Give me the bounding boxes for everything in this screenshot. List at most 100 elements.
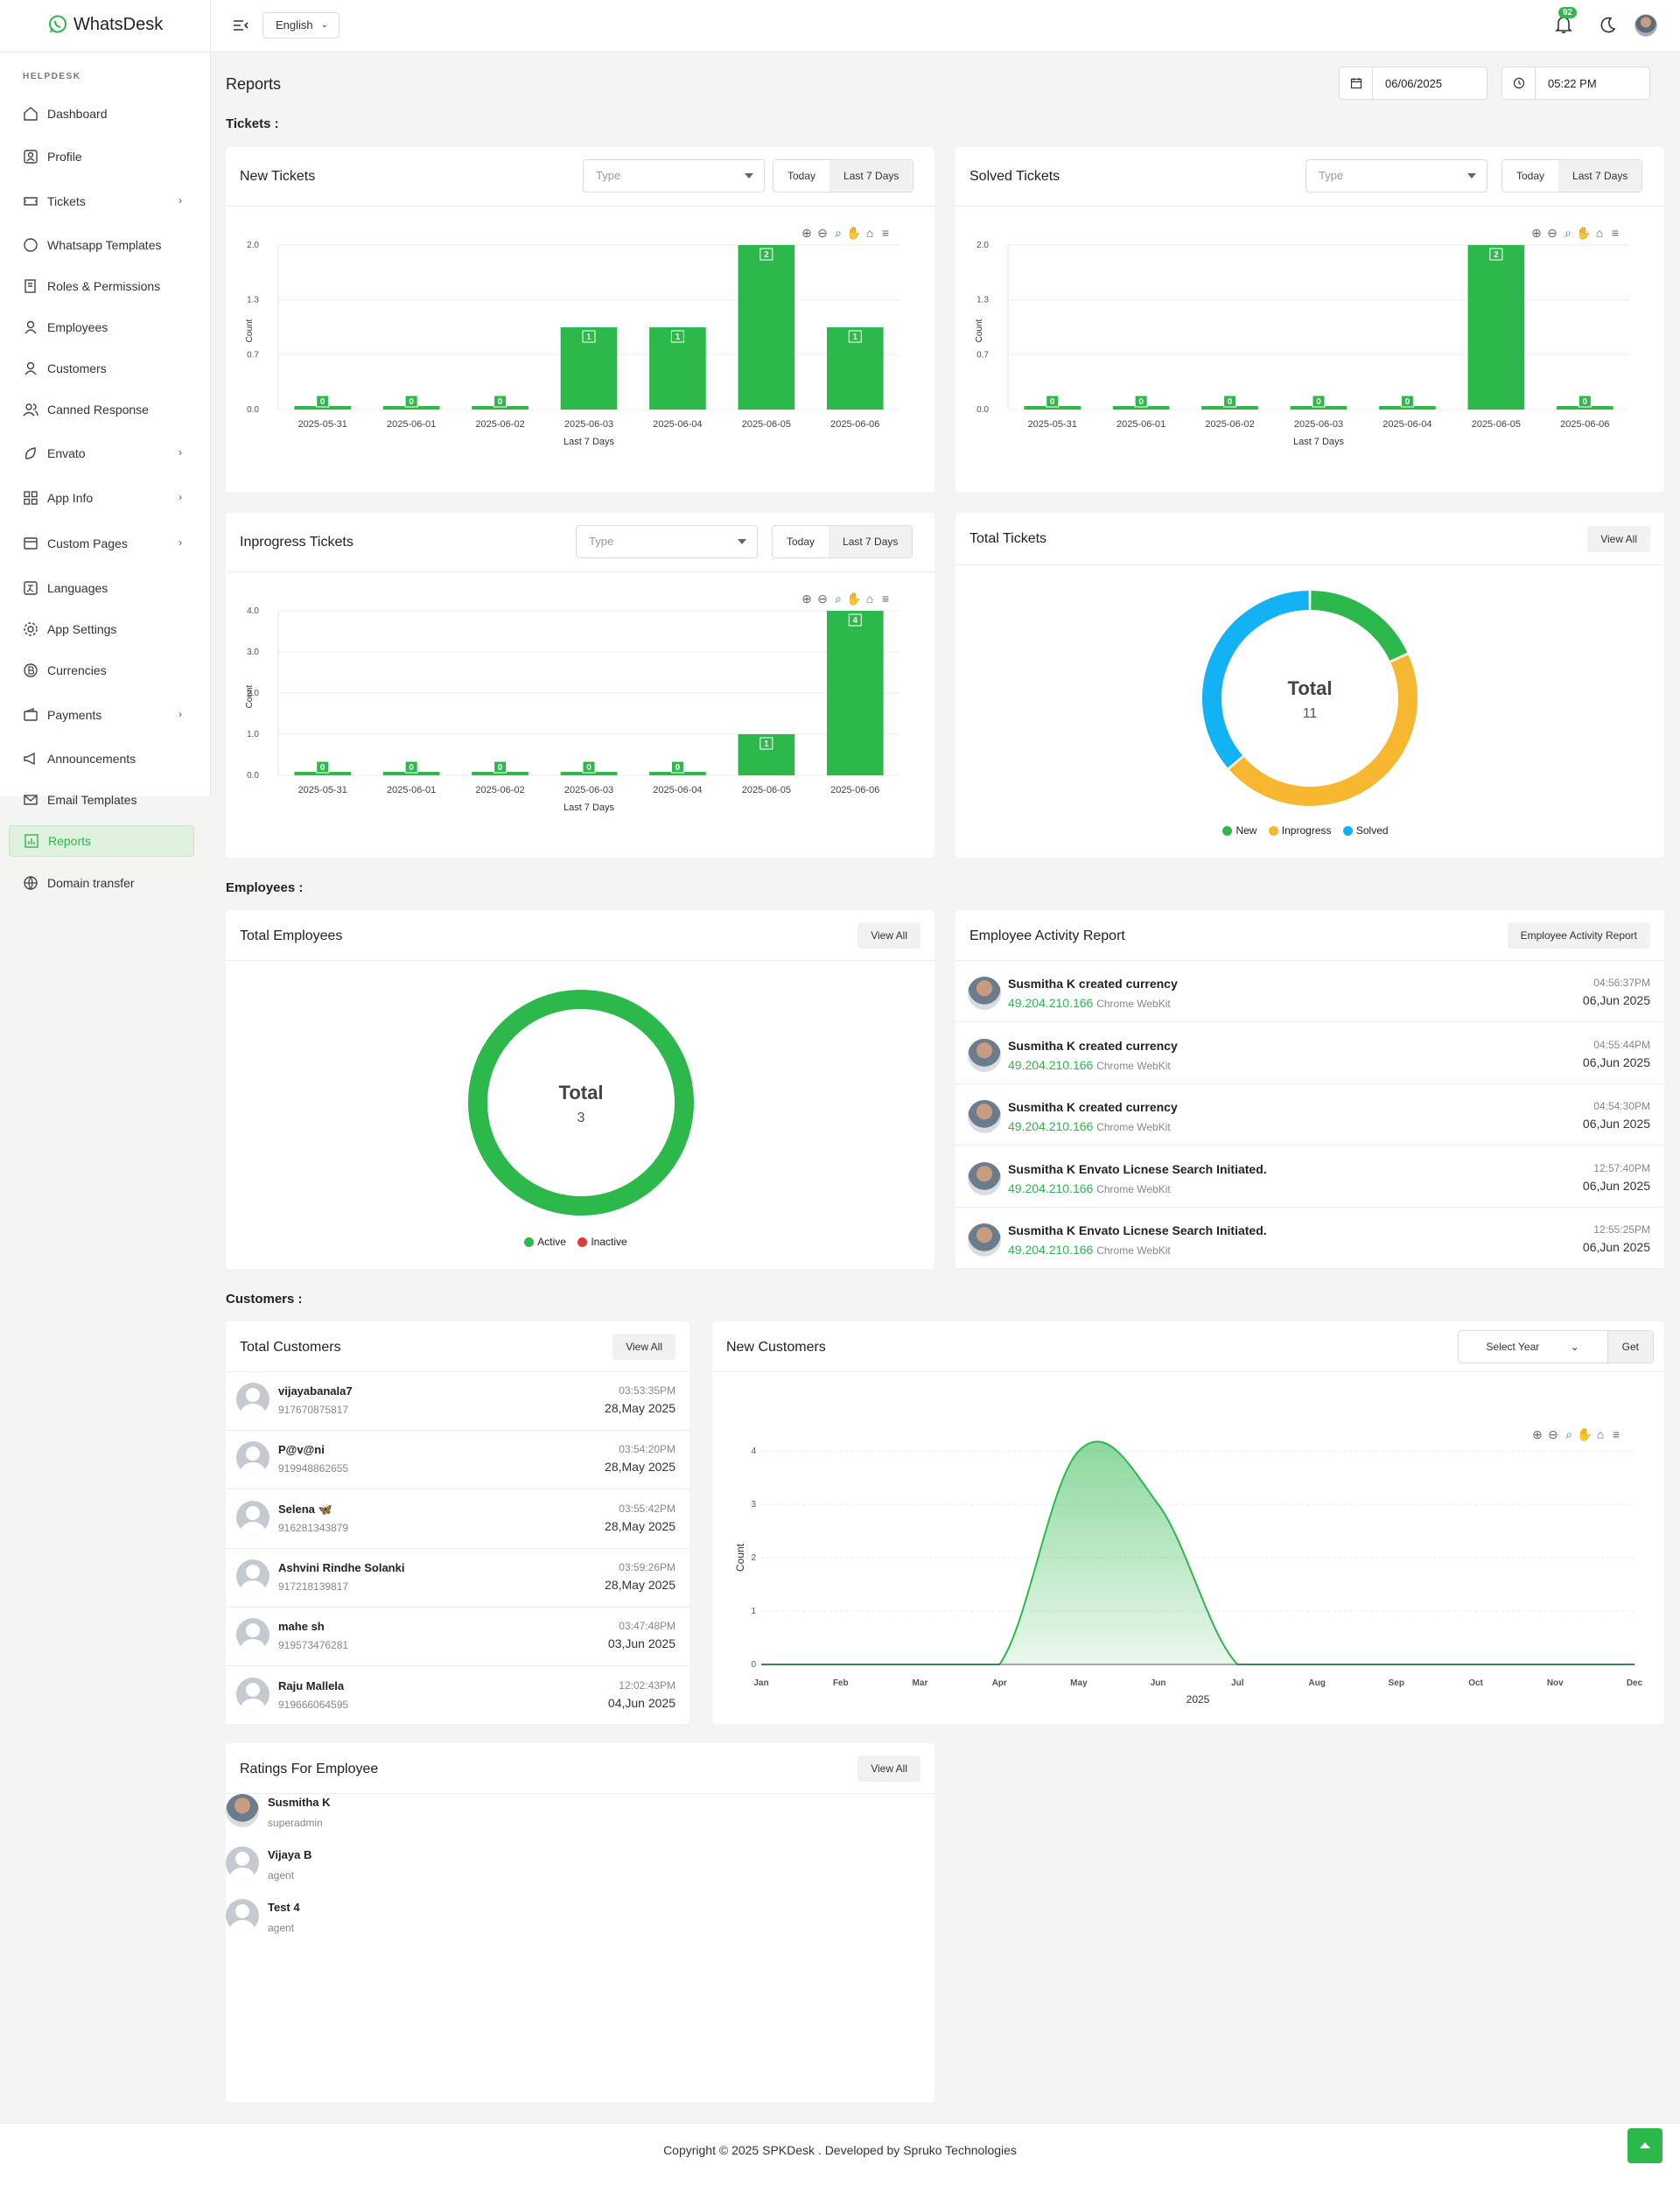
- sidebar-item-roles-permissions[interactable]: Roles & Permissions: [9, 270, 194, 302]
- bar[interactable]: [294, 406, 352, 410]
- sidebar-item-whatsapp-templates[interactable]: Whatsapp Templates: [9, 229, 194, 261]
- sidebar-item-currencies[interactable]: Currencies: [9, 655, 194, 686]
- employee-name[interactable]: Susmitha K: [268, 1796, 331, 1809]
- last-7-days-button[interactable]: Last 7 Days: [1558, 160, 1642, 192]
- sidebar-item-reports[interactable]: Reports: [9, 825, 194, 857]
- bar[interactable]: [294, 772, 352, 775]
- donut-slice[interactable]: [468, 990, 694, 1216]
- bar[interactable]: [738, 245, 795, 410]
- zoom-out-icon[interactable]: ⊖: [1547, 226, 1558, 240]
- donut-slice[interactable]: [1229, 655, 1418, 806]
- today-button[interactable]: Today: [787, 536, 816, 548]
- zoom-select-icon[interactable]: ⌕: [835, 226, 842, 240]
- customer-row[interactable]: Selena 🦋 916281343879 03:55:42PM 28,May 202…: [226, 1490, 690, 1549]
- reset-home-icon[interactable]: ⌂: [1596, 226, 1603, 240]
- bar[interactable]: [1024, 406, 1082, 410]
- activity-row[interactable]: Susmitha K Envato Licnese Search Initiat…: [956, 1208, 1664, 1270]
- user-avatar[interactable]: [1634, 14, 1657, 37]
- legend-inprogress[interactable]: Inprogress: [1268, 824, 1332, 837]
- zoom-out-icon[interactable]: ⊖: [1548, 1427, 1558, 1441]
- customer-row[interactable]: Raju Mallela 919666064595 12:02:43PM 04,Jun…: [226, 1667, 690, 1726]
- zoom-out-icon[interactable]: ⊖: [817, 226, 828, 240]
- bar[interactable]: [1112, 406, 1170, 410]
- zoom-in-icon[interactable]: ⊕: [802, 592, 812, 606]
- bar[interactable]: [1201, 406, 1258, 410]
- zoom-in-icon[interactable]: ⊕: [1532, 1427, 1543, 1441]
- activity-row[interactable]: Susmitha K created currency 49.204.210.16…: [956, 1023, 1664, 1084]
- employee-name[interactable]: Test 4: [268, 1901, 300, 1914]
- back-to-top-button[interactable]: [1628, 2128, 1662, 2163]
- time-picker[interactable]: 05:22 PM: [1502, 67, 1650, 100]
- type-select[interactable]: Type: [576, 525, 758, 558]
- sidebar-item-email-templates[interactable]: Email Templates: [9, 784, 194, 816]
- view-all-button[interactable]: View All: [858, 922, 920, 949]
- sidebar-item-payments[interactable]: Payments ›: [9, 699, 194, 731]
- sidebar-item-domain-transfer[interactable]: Domain transfer: [9, 867, 194, 899]
- zoom-out-icon[interactable]: ⊖: [817, 592, 828, 606]
- moon-icon[interactable]: [1598, 16, 1617, 35]
- legend-new[interactable]: New: [1222, 824, 1256, 837]
- bar[interactable]: [472, 406, 528, 410]
- bar[interactable]: [472, 772, 528, 775]
- legend-inactive[interactable]: Inactive: [578, 1236, 627, 1248]
- activity-report-button[interactable]: Employee Activity Report: [1507, 922, 1650, 949]
- legend-active[interactable]: Active: [524, 1236, 566, 1248]
- type-select[interactable]: Type: [583, 159, 765, 193]
- bar[interactable]: [649, 772, 706, 775]
- today-button[interactable]: Today: [1516, 170, 1545, 182]
- sidebar-item-app-settings[interactable]: App Settings: [9, 613, 194, 645]
- bar[interactable]: [1379, 406, 1436, 410]
- reset-home-icon[interactable]: ⌂: [1597, 1427, 1604, 1441]
- pan-hand-icon[interactable]: ✋: [846, 592, 861, 606]
- sidebar-item-tickets[interactable]: Tickets ›: [9, 186, 194, 217]
- activity-row[interactable]: Susmitha K created currency 49.204.210.16…: [956, 961, 1664, 1022]
- zoom-select-icon[interactable]: ⌕: [835, 592, 842, 606]
- donut-slice[interactable]: [1202, 591, 1309, 768]
- customer-row[interactable]: vijayabanala7 917670875817 03:53:35PM 28,Ma…: [226, 1372, 690, 1431]
- pan-hand-icon[interactable]: ✋: [1576, 226, 1591, 240]
- last-7-days-button[interactable]: Last 7 Days: [829, 526, 913, 557]
- sidebar-item-employees[interactable]: Employees: [9, 312, 194, 343]
- sidebar-item-envato[interactable]: Envato ›: [9, 438, 194, 469]
- sidebar-item-canned-response[interactable]: Canned Response: [9, 394, 194, 425]
- activity-row[interactable]: Susmitha K created currency 49.204.210.16…: [956, 1084, 1664, 1146]
- menu-toggle-icon[interactable]: [231, 16, 250, 35]
- view-all-button[interactable]: View All: [612, 1334, 676, 1360]
- sidebar-item-profile[interactable]: Profile: [9, 141, 194, 172]
- bar[interactable]: [1290, 406, 1348, 410]
- last-7-days-button[interactable]: Last 7 Days: [830, 160, 914, 192]
- bar[interactable]: [826, 611, 884, 775]
- view-all-button[interactable]: View All: [858, 1755, 920, 1782]
- today-button[interactable]: Today: [788, 170, 816, 182]
- pan-hand-icon[interactable]: ✋: [1577, 1427, 1592, 1441]
- menu-icon[interactable]: ≡: [882, 226, 889, 240]
- customer-row[interactable]: P@v@ni 919948862655 03:54:20PM 28,May 2025: [226, 1431, 690, 1490]
- language-select[interactable]: English ⌄: [262, 12, 340, 39]
- select-year-dropdown[interactable]: Select Year ⌄: [1459, 1331, 1607, 1363]
- sidebar-item-app-info[interactable]: App Info ›: [9, 482, 194, 514]
- view-all-button[interactable]: View All: [1587, 526, 1650, 552]
- activity-row[interactable]: Susmitha K Envato Licnese Search Initiat…: [956, 1146, 1664, 1208]
- sidebar-item-dashboard[interactable]: Dashboard: [9, 98, 194, 130]
- customer-row[interactable]: mahe sh 919573476281 03:47:48PM 03,Jun 2025: [226, 1608, 690, 1667]
- bar[interactable]: [560, 772, 618, 775]
- donut-slice[interactable]: [1310, 591, 1408, 662]
- bar[interactable]: [382, 406, 440, 410]
- zoom-in-icon[interactable]: ⊕: [1531, 226, 1542, 240]
- bar[interactable]: [1467, 245, 1525, 410]
- menu-icon[interactable]: ≡: [882, 592, 889, 606]
- menu-icon[interactable]: ≡: [1613, 1427, 1620, 1441]
- sidebar-item-announcements[interactable]: Announcements: [9, 743, 194, 774]
- employee-name[interactable]: Vijaya B: [268, 1848, 312, 1861]
- type-select[interactable]: Type: [1306, 159, 1488, 193]
- legend-solved[interactable]: Solved: [1342, 824, 1389, 837]
- get-button[interactable]: Get: [1606, 1331, 1653, 1363]
- zoom-select-icon[interactable]: ⌕: [1565, 1427, 1572, 1441]
- zoom-select-icon[interactable]: ⌕: [1564, 226, 1572, 240]
- app-logo[interactable]: WhatsDesk: [47, 14, 163, 35]
- customer-row[interactable]: Ashvini Rindhe Solanki 917218139817 03:59:…: [226, 1549, 690, 1608]
- sidebar-item-languages[interactable]: Languages: [9, 572, 194, 604]
- pan-hand-icon[interactable]: ✋: [846, 226, 861, 240]
- bar[interactable]: [382, 772, 440, 775]
- sidebar-item-custom-pages[interactable]: Custom Pages ›: [9, 528, 194, 559]
